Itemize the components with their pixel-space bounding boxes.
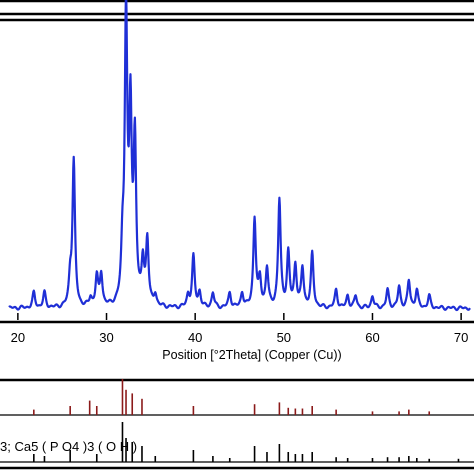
x-tick-label: 30 bbox=[99, 330, 113, 345]
spectrum-layer bbox=[8, 0, 471, 312]
reference-frame bbox=[0, 378, 474, 470]
reference-layer: 3; Ca5 ( P O4 )3 ( O H ) bbox=[0, 379, 474, 463]
x-tick-label: 50 bbox=[277, 330, 291, 345]
plot-frame bbox=[0, 18, 474, 324]
x-tick-label: 40 bbox=[188, 330, 202, 345]
header-frame bbox=[0, 0, 474, 16]
x-axis-title: Position [°2Theta] (Copper (Cu)) bbox=[162, 348, 341, 362]
x-axis: 20 30 40 50 60 70 bbox=[11, 313, 468, 345]
reference-phase-label: 3; Ca5 ( P O4 )3 ( O H ) bbox=[0, 439, 137, 454]
x-tick-label: 70 bbox=[454, 330, 468, 345]
x-tick-label: 20 bbox=[11, 330, 25, 345]
series-line-0 bbox=[8, 0, 471, 312]
x-tick-label: 60 bbox=[365, 330, 379, 345]
